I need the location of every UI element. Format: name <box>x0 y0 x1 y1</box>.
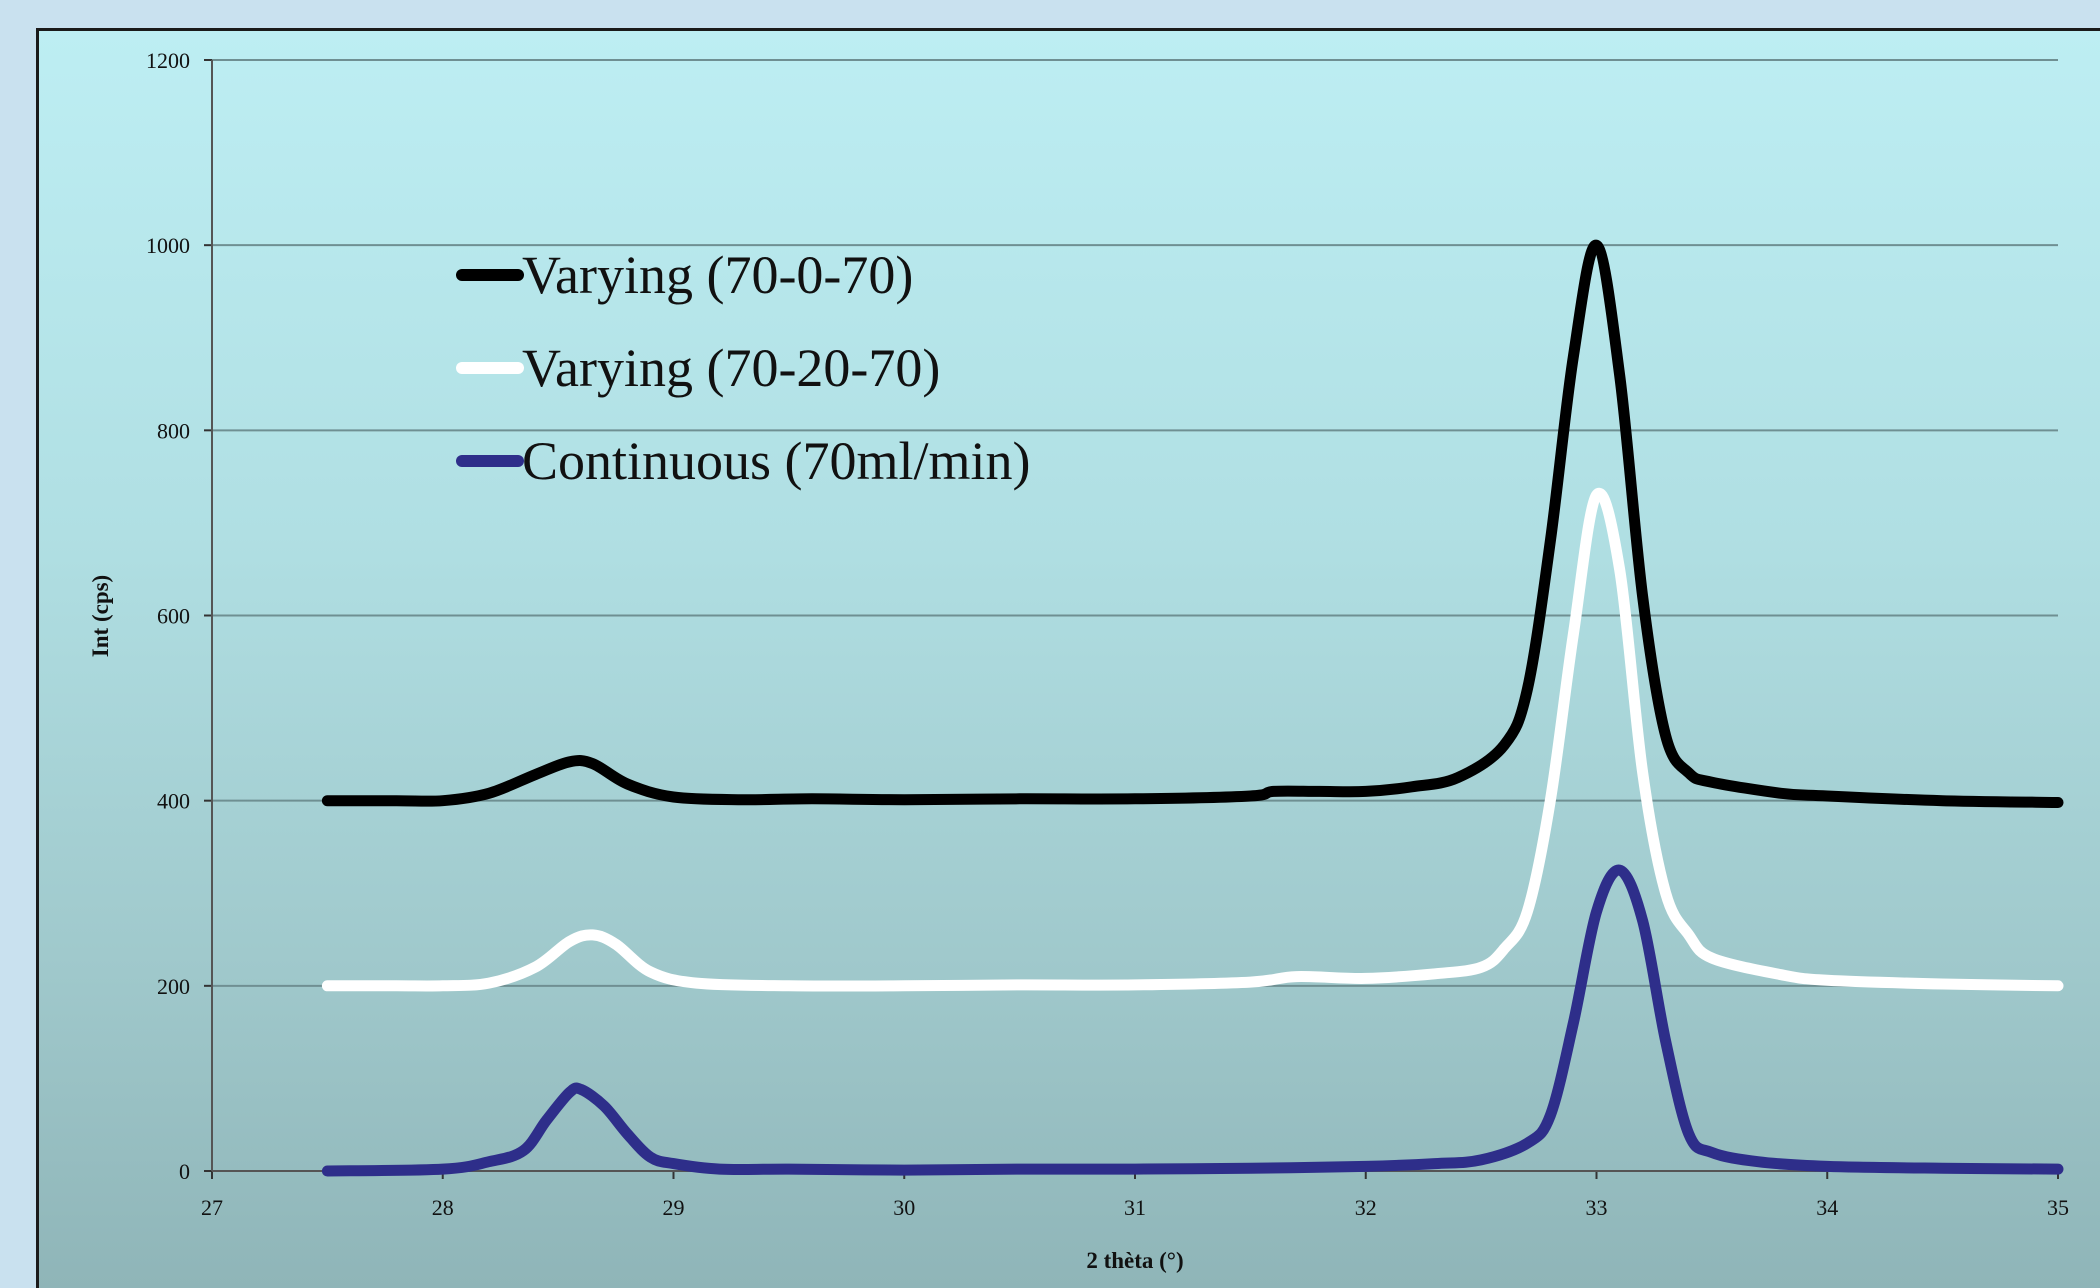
x-tick-label: 29 <box>663 1195 685 1220</box>
legend-label: Continuous (70ml/min) <box>522 431 1031 491</box>
x-tick-label: 32 <box>1355 1195 1377 1220</box>
x-tick-label: 31 <box>1124 1195 1146 1220</box>
legend: Varying (70-0-70) Varying (70-20-70) Conti… <box>456 245 1031 491</box>
x-tick-label: 34 <box>1816 1195 1838 1220</box>
y-tick-label: 0 <box>179 1159 190 1184</box>
x-axis-title: 2 thèta (°) <box>1086 1248 1183 1273</box>
y-tick-label: 400 <box>157 789 190 814</box>
x-tick-labels: 27 28 29 30 31 32 33 34 35 <box>201 1195 2069 1220</box>
series-line-varying-70-20-70 <box>321 487 2064 992</box>
legend-label: Varying (70-0-70) <box>522 245 913 305</box>
gridlines <box>212 59 2058 987</box>
series-line-continuous-70ml-min <box>321 864 2064 1177</box>
x-tick-label: 28 <box>432 1195 454 1220</box>
legend-label: Varying (70-20-70) <box>522 338 940 398</box>
x-tick-label: 27 <box>201 1195 223 1220</box>
x-tick-label: 33 <box>1586 1195 1608 1220</box>
y-axis-title: Int (cps) <box>88 575 113 657</box>
x-tick-label: 35 <box>2047 1195 2069 1220</box>
y-tick-label: 200 <box>157 974 190 999</box>
axes <box>204 59 2059 1179</box>
y-tick-labels: 0 200 400 600 800 1000 1200 <box>146 48 190 1184</box>
y-tick-label: 1200 <box>146 48 190 73</box>
y-tick-label: 600 <box>157 604 190 629</box>
x-tick-label: 30 <box>893 1195 915 1220</box>
y-tick-label: 800 <box>157 418 190 443</box>
series-lines <box>321 239 2064 1177</box>
chart-background <box>36 28 2100 1288</box>
series-line-varying-70-0-70 <box>321 239 2064 808</box>
y-tick-label: 1000 <box>146 233 190 258</box>
